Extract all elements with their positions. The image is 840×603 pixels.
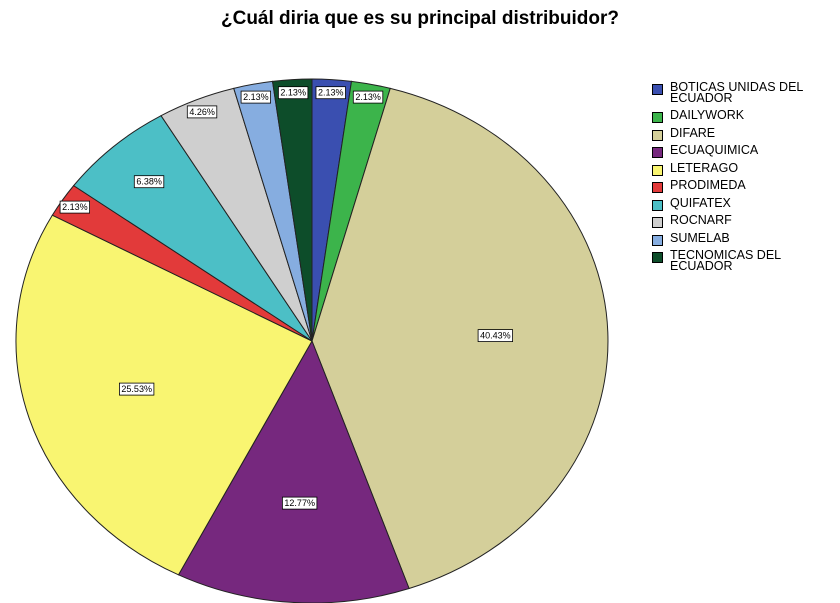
slice-label-text: 2.13% — [243, 92, 269, 102]
slice-label-box — [352, 90, 384, 104]
legend-item: TECNOMICAS DEL ECUADOR — [652, 248, 840, 273]
legend-label: LETERAGO — [670, 160, 739, 175]
pie-slices — [15, 78, 609, 603]
pie-slice-tecnomicas-del-ecuador — [271, 78, 313, 342]
pie-slice-ecuaquimica — [177, 339, 410, 603]
legend-item: PRODIMEDA — [652, 178, 840, 193]
slice-label: 2.13% — [277, 86, 309, 100]
slice-label: 6.38% — [133, 175, 165, 189]
slice-label-text: 6.38% — [136, 177, 162, 187]
legend-label: TECNOMICAS DEL ECUADOR — [670, 248, 781, 273]
legend-swatch — [652, 199, 663, 211]
legend-item: QUIFATEX — [652, 195, 840, 211]
slice-label-text: 40.43% — [480, 331, 511, 341]
legend-swatch — [652, 84, 663, 95]
pie-slice-difare — [311, 87, 609, 590]
slice-label: 2.13% — [240, 90, 272, 104]
slice-label-box — [281, 496, 318, 510]
slice-label-text: 12.77% — [284, 498, 315, 508]
pie-labels: 2.13% 2.13% 40.43% 12.77% 25.53% 2.13% 6.38% 4.… — [59, 86, 514, 510]
slice-label-box — [277, 86, 309, 100]
legend-swatch — [652, 147, 663, 158]
slice-label-text: 2.13% — [318, 88, 344, 98]
legend-label: SUMELAB — [670, 230, 730, 245]
slice-label: 40.43% — [477, 329, 514, 343]
legend-swatch — [652, 252, 663, 263]
legend-label: ROCNARF — [670, 213, 732, 227]
slice-label-box — [119, 382, 155, 396]
legend-swatch — [652, 217, 663, 228]
legend-swatch — [652, 182, 663, 193]
legend-label: QUIFATEX — [670, 195, 731, 210]
slice-label-box — [186, 105, 218, 119]
slice-label: 12.77% — [281, 496, 318, 510]
slice-label-box — [477, 329, 514, 343]
slice-label: 2.13% — [59, 200, 90, 214]
legend-label: DIFARE — [670, 125, 716, 140]
legend-item: SUMELAB — [652, 230, 840, 246]
legend-swatch — [652, 129, 663, 141]
legend-swatch — [652, 234, 663, 246]
legend-item: BOTICAS UNIDAS DEL ECUADOR — [652, 80, 840, 105]
legend-item: DAILYWORK — [652, 108, 840, 123]
legend-swatch — [652, 112, 663, 123]
legend-item: ECUAQUIMICA — [652, 143, 840, 158]
legend: BOTICAS UNIDAS DEL ECUADOR DAILYWORK DIFAR… — [652, 80, 840, 278]
legend-label: PRODIMEDA — [670, 178, 746, 192]
legend-label: DAILYWORK — [670, 108, 745, 122]
pie-slice-quifatex — [72, 114, 313, 342]
slice-label-box — [240, 90, 272, 104]
legend-label: ECUAQUIMICA — [670, 143, 759, 157]
slice-label-text: 2.13% — [62, 202, 88, 212]
legend-item: LETERAGO — [652, 160, 840, 176]
slice-label: 2.13% — [315, 86, 346, 100]
slice-label-text: 2.13% — [355, 92, 381, 102]
chart-title: ¿Cuál diria que es su principal distribu… — [221, 8, 619, 29]
slice-label: 4.26% — [186, 105, 218, 119]
slice-label-box — [133, 175, 165, 189]
slice-label-text: 4.26% — [189, 107, 215, 117]
slice-label-box — [315, 86, 346, 100]
slice-label: 25.53% — [119, 382, 155, 396]
slice-label: 2.13% — [352, 90, 384, 104]
slice-label-text: 2.13% — [280, 88, 306, 98]
legend-item: ROCNARF — [652, 213, 840, 228]
pie-slice-leterago — [15, 214, 313, 576]
slice-label-text: 25.53% — [121, 384, 152, 394]
legend-label: BOTICAS UNIDAS DEL ECUADOR — [670, 80, 803, 105]
slice-label-box — [59, 200, 90, 214]
legend-swatch — [652, 164, 663, 176]
legend-item: DIFARE — [652, 125, 840, 141]
